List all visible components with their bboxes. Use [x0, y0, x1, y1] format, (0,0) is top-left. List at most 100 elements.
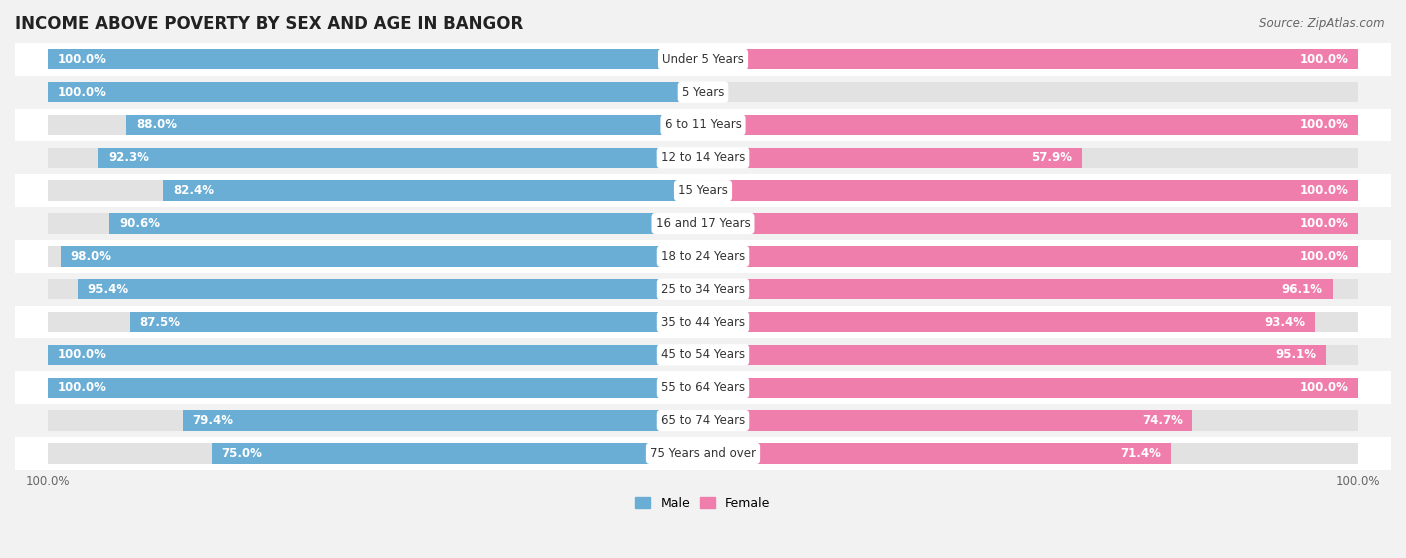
Bar	[60, 246, 703, 267]
Text: 87.5%: 87.5%	[139, 315, 180, 329]
Bar	[703, 246, 1358, 267]
Bar	[183, 410, 703, 431]
Text: 75 Years and over: 75 Years and over	[650, 447, 756, 460]
Text: Source: ZipAtlas.com: Source: ZipAtlas.com	[1260, 17, 1385, 30]
Bar	[98, 148, 703, 168]
Bar	[48, 345, 703, 365]
Bar	[15, 404, 1391, 437]
Bar	[48, 279, 703, 299]
Legend: Male, Female: Male, Female	[630, 492, 776, 515]
Text: 15 Years: 15 Years	[678, 184, 728, 197]
Bar	[703, 312, 1358, 332]
Bar	[48, 246, 703, 267]
Text: 100.0%: 100.0%	[1299, 184, 1348, 197]
Text: INCOME ABOVE POVERTY BY SEX AND AGE IN BANGOR: INCOME ABOVE POVERTY BY SEX AND AGE IN B…	[15, 15, 523, 33]
Text: 100.0%: 100.0%	[1299, 250, 1348, 263]
Bar	[703, 378, 1358, 398]
Bar	[48, 378, 703, 398]
Text: 79.4%: 79.4%	[193, 414, 233, 427]
Text: 57.9%: 57.9%	[1032, 151, 1073, 164]
Text: 98.0%: 98.0%	[70, 250, 111, 263]
Text: 5 Years: 5 Years	[682, 85, 724, 99]
Text: 88.0%: 88.0%	[136, 118, 177, 132]
Text: 65 to 74 Years: 65 to 74 Years	[661, 414, 745, 427]
Text: 75.0%: 75.0%	[221, 447, 263, 460]
Bar	[211, 443, 703, 464]
Text: 100.0%: 100.0%	[1299, 381, 1348, 394]
Bar	[15, 174, 1391, 207]
Bar	[703, 246, 1358, 267]
Bar	[48, 378, 703, 398]
Bar	[15, 371, 1391, 404]
Bar	[703, 279, 1358, 299]
Text: 12 to 14 Years: 12 to 14 Years	[661, 151, 745, 164]
Bar	[703, 115, 1358, 135]
Bar	[703, 82, 1358, 102]
Text: 71.4%: 71.4%	[1121, 447, 1161, 460]
Bar	[48, 213, 703, 234]
Text: 45 to 54 Years: 45 to 54 Years	[661, 348, 745, 362]
Bar	[703, 213, 1358, 234]
Bar	[48, 82, 703, 102]
Text: 55 to 64 Years: 55 to 64 Years	[661, 381, 745, 394]
Bar	[48, 82, 703, 102]
Bar	[703, 49, 1358, 70]
Bar	[48, 345, 703, 365]
Bar	[15, 273, 1391, 306]
Text: 90.6%: 90.6%	[120, 217, 160, 230]
Bar	[703, 378, 1358, 398]
Bar	[15, 207, 1391, 240]
Text: 96.1%: 96.1%	[1282, 283, 1323, 296]
Text: 35 to 44 Years: 35 to 44 Years	[661, 315, 745, 329]
Text: 95.1%: 95.1%	[1275, 348, 1316, 362]
Text: 93.4%: 93.4%	[1264, 315, 1305, 329]
Text: 25 to 34 Years: 25 to 34 Years	[661, 283, 745, 296]
Bar	[703, 345, 1358, 365]
Text: 100.0%: 100.0%	[58, 85, 107, 99]
Bar	[127, 115, 703, 135]
Bar	[703, 410, 1192, 431]
Text: 82.4%: 82.4%	[173, 184, 214, 197]
Bar	[703, 148, 1358, 168]
Bar	[48, 148, 703, 168]
Text: Under 5 Years: Under 5 Years	[662, 53, 744, 66]
Bar	[703, 49, 1358, 70]
Text: 95.4%: 95.4%	[87, 283, 129, 296]
Text: 92.3%: 92.3%	[108, 151, 149, 164]
Bar	[703, 410, 1358, 431]
Bar	[48, 443, 703, 464]
Bar	[703, 213, 1358, 234]
Bar	[48, 312, 703, 332]
Bar	[15, 437, 1391, 470]
Bar	[15, 141, 1391, 174]
Text: 100.0%: 100.0%	[58, 381, 107, 394]
Bar	[15, 306, 1391, 339]
Bar	[48, 180, 703, 201]
Bar	[703, 115, 1358, 135]
Bar	[15, 43, 1391, 76]
Bar	[48, 49, 703, 70]
Bar	[703, 312, 1315, 332]
Bar	[703, 180, 1358, 201]
Text: 100.0%: 100.0%	[1299, 217, 1348, 230]
Bar	[15, 76, 1391, 109]
Bar	[77, 279, 703, 299]
Text: 100.0%: 100.0%	[58, 53, 107, 66]
Text: 100.0%: 100.0%	[1299, 118, 1348, 132]
Bar	[15, 240, 1391, 273]
Bar	[703, 180, 1358, 201]
Bar	[703, 443, 1171, 464]
Bar	[15, 339, 1391, 371]
Bar	[703, 345, 1326, 365]
Bar	[48, 49, 703, 70]
Text: 16 and 17 Years: 16 and 17 Years	[655, 217, 751, 230]
Bar	[703, 148, 1083, 168]
Bar	[48, 410, 703, 431]
Bar	[48, 115, 703, 135]
Text: 6 to 11 Years: 6 to 11 Years	[665, 118, 741, 132]
Bar	[703, 279, 1333, 299]
Text: 100.0%: 100.0%	[1299, 53, 1348, 66]
Text: 74.7%: 74.7%	[1142, 414, 1182, 427]
Bar	[15, 109, 1391, 141]
Text: 100.0%: 100.0%	[58, 348, 107, 362]
